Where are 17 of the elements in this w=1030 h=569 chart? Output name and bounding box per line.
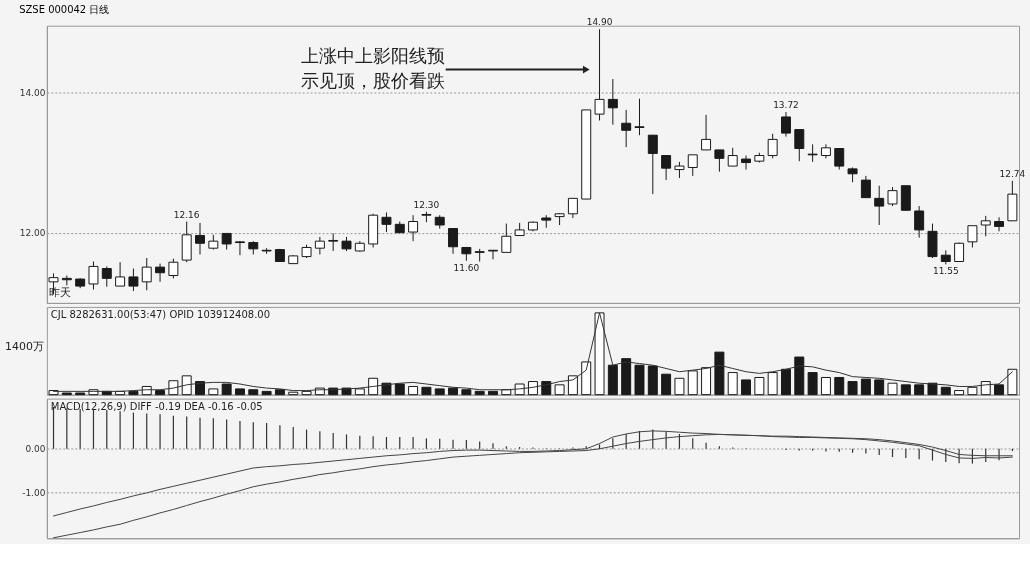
annotation: MACD(12,26,9) DIFF -0.19 DEA -0.16 -0.05 xyxy=(50,400,263,412)
y-tick-label: 0.00 xyxy=(25,444,46,455)
y-tick-label: 12.00 xyxy=(19,228,46,239)
text: 1400万 xyxy=(5,339,44,353)
annotation: 14.90 xyxy=(586,17,613,28)
y-tick-label: -1.00 xyxy=(22,487,46,498)
annotation: 11.55 xyxy=(932,266,959,277)
annotation: 昨天 xyxy=(48,285,71,299)
y-tick-label: 14.00 xyxy=(19,87,46,98)
annotation: 13.72 xyxy=(773,100,799,111)
annotation: 上涨中上影阳线预示见顶，股价看跌 xyxy=(301,44,446,91)
annotation: 12.16 xyxy=(173,209,200,220)
annotation: 11.60 xyxy=(453,262,480,273)
annotation: 12.30 xyxy=(413,199,440,210)
annotation: CJL 8282631.00(53:47) OPID 103912408.00 xyxy=(50,308,270,320)
chart-title: SZSE 000042 日线 xyxy=(19,4,110,16)
annotation: 12.74 xyxy=(999,168,1026,179)
